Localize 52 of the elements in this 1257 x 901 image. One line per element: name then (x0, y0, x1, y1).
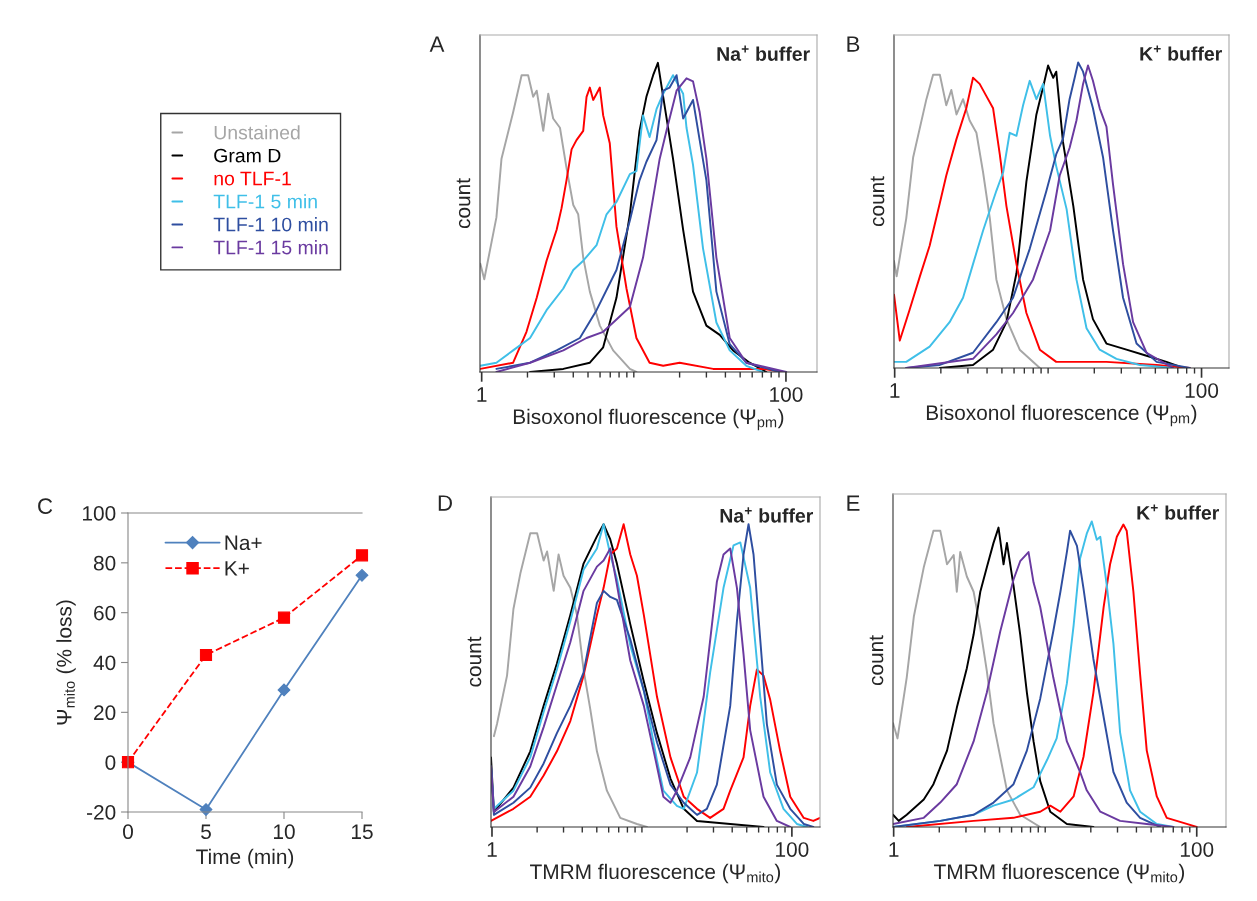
text: E (847, 495, 860, 511)
text: Na$^{+}$ buffer (720, 507, 813, 523)
y-tick-label: 80 (93, 555, 116, 571)
point (277, 683, 291, 697)
point (277, 611, 291, 624)
y-axis-title: count (869, 635, 884, 686)
x-tick-label: 0 (123, 824, 133, 840)
x-tick-label: 15 (352, 824, 373, 840)
y-axis-title: Ψ$_{mito}$ (% loss) (56, 600, 76, 725)
legend-label: K+ (225, 561, 249, 576)
legend-label: TLF-1 15 min (213, 240, 328, 255)
text: C (38, 498, 53, 514)
x-tick-label: 100 (776, 842, 809, 857)
y-axis-title: count (870, 176, 885, 227)
x-tick-label: 10 (274, 824, 295, 840)
y-tick-label: 100 (83, 506, 116, 521)
legend-label: Na+ (225, 535, 262, 551)
text: A (429, 36, 445, 52)
y-tick-label: 20 (94, 705, 116, 721)
x-tick-label: 100 (1185, 383, 1219, 398)
x-tick-label: 5 (201, 824, 211, 840)
y-tick-label: 0 (105, 755, 116, 770)
text: B (847, 36, 860, 52)
x-tick-label: 1 (889, 842, 899, 857)
legend-label: no TLF-1 (214, 171, 291, 186)
y-axis-title: count (456, 178, 471, 229)
text: K$^{+}$ buffer (1137, 504, 1219, 520)
point (199, 803, 213, 816)
point (355, 568, 369, 582)
x-tick-label: 100 (1180, 842, 1214, 857)
y-tick-label: 40 (93, 655, 116, 671)
y-tick-label: 60 (94, 605, 116, 621)
legend-label: Unstained (214, 125, 300, 140)
x-tick-label: 100 (770, 387, 803, 402)
x-axis-title: TMRM fluorescence (Ψ$_{mito}$) (934, 863, 1185, 884)
x-tick-label: 1 (477, 387, 487, 402)
y-axis-title: count (467, 636, 482, 687)
text: Na$^{+}$ buffer (717, 45, 810, 61)
x-axis-title: TMRM fluorescence (Ψ$_{mito}$) (530, 863, 781, 884)
legend-label: TLF-1 5 min (213, 194, 317, 209)
text: D (438, 495, 452, 511)
y-tick-label: -20 (87, 805, 116, 820)
legend-label: Gram D (214, 148, 281, 163)
x-axis-title: Time (min) (196, 848, 294, 869)
x-axis-title: Bisoxonol fluorescence (Ψ$_{pm}$) (513, 408, 784, 431)
text: K$^{+}$ buffer (1140, 45, 1222, 61)
x-tick-label: 1 (487, 842, 497, 857)
point (355, 549, 369, 562)
x-tick-label: 1 (890, 383, 900, 398)
point (199, 648, 213, 662)
x-axis-title: Bisoxonol fluorescence (Ψ$_{pm}$) (926, 404, 1197, 427)
legend-label: TLF-1 10 min (213, 217, 328, 232)
